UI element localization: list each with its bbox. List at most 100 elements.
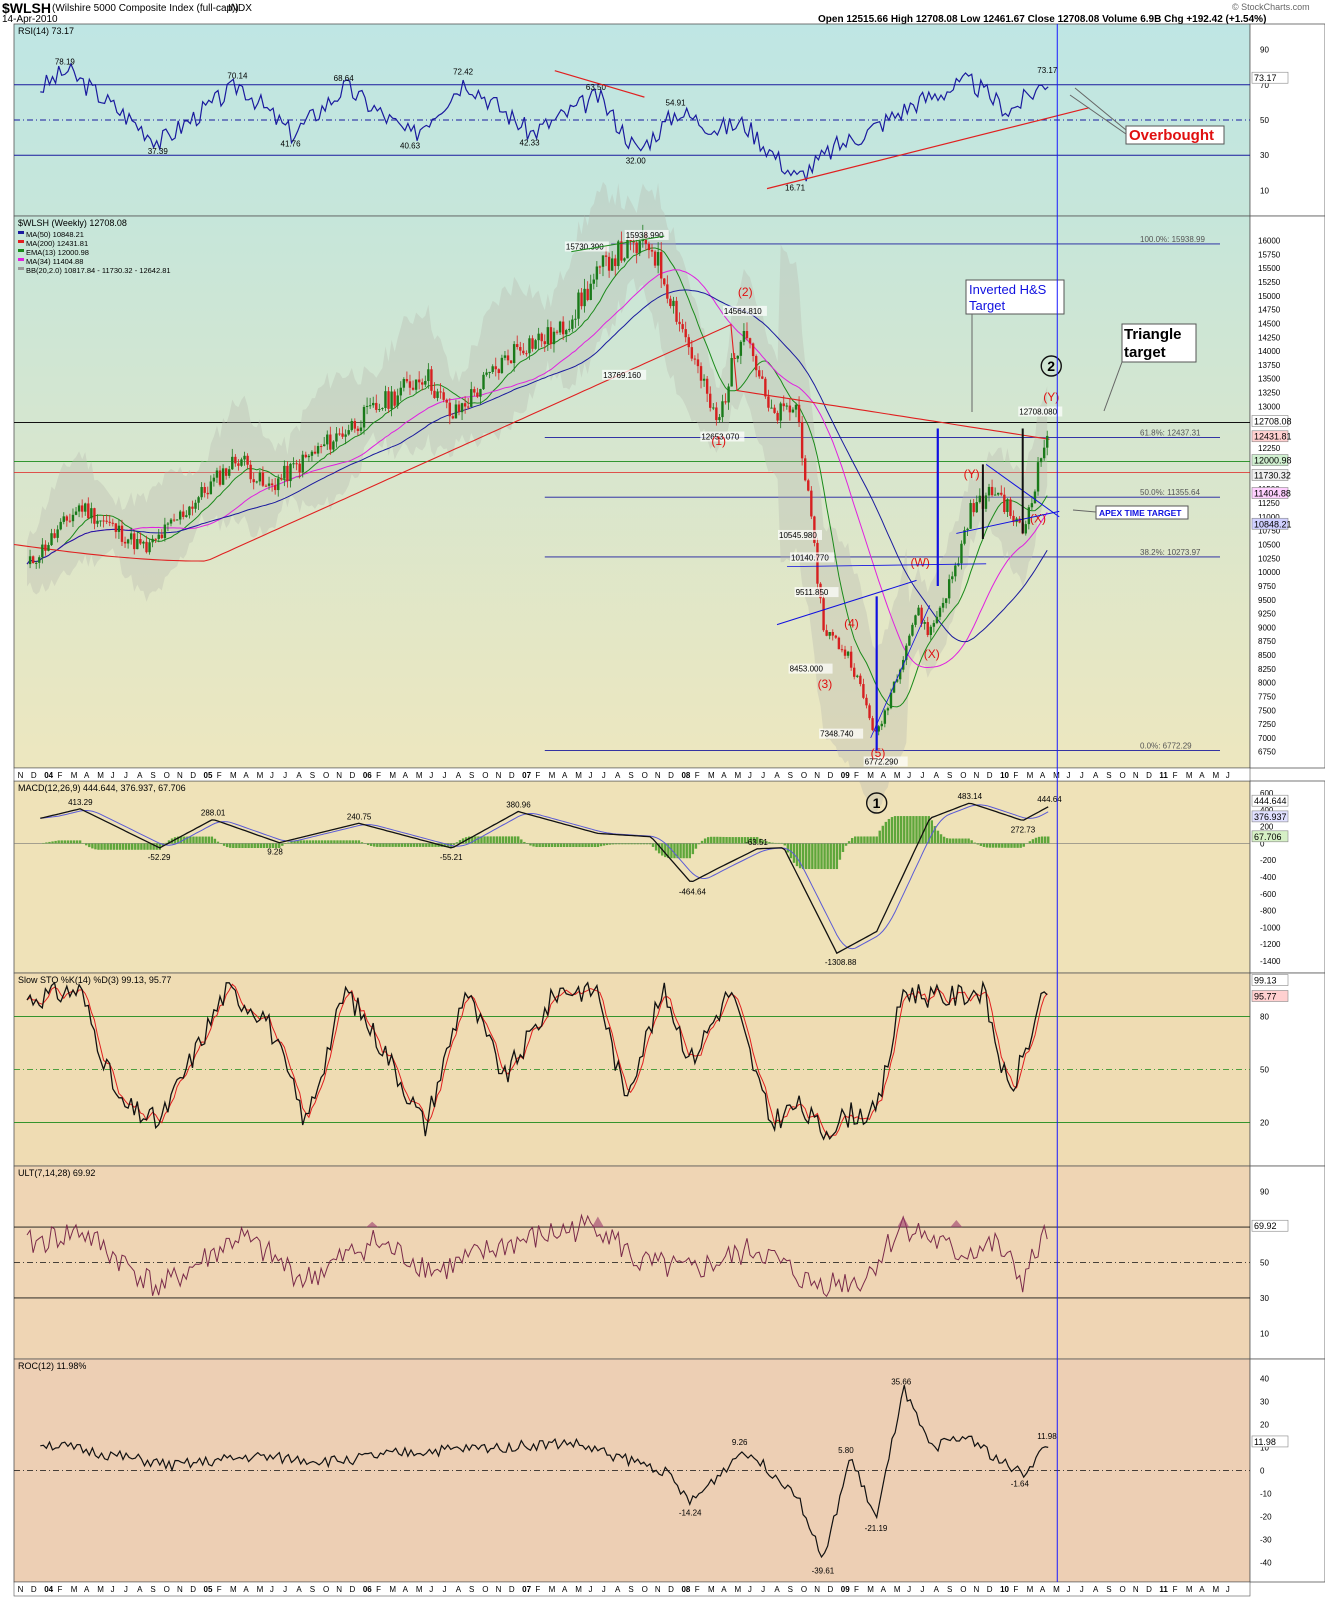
x-axis-label: O: [164, 1585, 170, 1594]
candle-body: [267, 483, 271, 486]
candle-body: [825, 630, 828, 636]
macd-bar: [213, 838, 217, 844]
candle-body: [929, 626, 933, 636]
x-axis-label: J: [111, 1585, 115, 1594]
watermark: © StockCharts.com: [1232, 2, 1310, 12]
candle-body: [503, 355, 507, 358]
candle-body: [270, 483, 274, 486]
candle-body: [519, 346, 522, 351]
macd-bar: [51, 841, 54, 844]
candle-body: [917, 607, 920, 616]
last-value-label: 11.98: [1254, 1437, 1276, 1447]
x-axis-label: J: [602, 1585, 606, 1594]
candle-body: [224, 468, 228, 476]
candle-body: [261, 472, 265, 486]
price-tick: 15000: [1258, 292, 1281, 301]
macd-bar: [415, 843, 419, 847]
x-axis-label: D: [190, 1585, 196, 1594]
candle-body: [653, 251, 657, 266]
macd-tick: -600: [1260, 890, 1277, 899]
x-axis-label: A: [934, 771, 940, 780]
candle-body: [540, 333, 543, 342]
macd-bar: [731, 837, 734, 844]
macd-point-label: -1308.88: [825, 958, 857, 967]
candle-body: [295, 463, 298, 465]
macd-bar: [875, 836, 878, 844]
macd-bar: [719, 836, 722, 844]
symbol[interactable]: $WLSH: [2, 0, 51, 16]
candle-body: [169, 519, 173, 524]
ult-overbought-area: [897, 1216, 910, 1228]
slow_sto-axis-bg: [1249, 972, 1325, 1167]
x-axis-label: A: [243, 1585, 249, 1594]
x-axis-label: M: [549, 1585, 556, 1594]
x-axis-label: J: [442, 771, 446, 780]
macd-bar: [94, 843, 97, 850]
rsi-point-label: 78.19: [55, 57, 76, 66]
roc-tick: 0: [1260, 1467, 1265, 1476]
fib-label: 50.0%: 11355.64: [1140, 488, 1200, 497]
candle-body: [690, 347, 694, 359]
macd-bar: [651, 843, 655, 847]
x-axis-label: D: [1146, 1585, 1152, 1594]
wave-label: (Y): [964, 467, 980, 481]
candle-body: [102, 520, 105, 522]
candle-body: [733, 357, 736, 359]
x-axis-label: M: [257, 771, 264, 780]
last-value-label: 99.13: [1254, 976, 1277, 986]
macd-bar: [143, 843, 146, 850]
x-axis-label: N: [336, 771, 342, 780]
candle-body: [718, 417, 721, 421]
candle-body: [476, 392, 479, 397]
last-value-label: 11730.32: [1254, 471, 1291, 481]
point-label-bg: [863, 756, 908, 767]
macd-bar: [967, 838, 970, 844]
macd-point-label: 444.64: [1037, 795, 1062, 804]
x-axis-label: M: [416, 1585, 423, 1594]
point-label: 6772.290: [865, 757, 899, 766]
macd-bar: [627, 843, 630, 845]
candle-body: [1046, 435, 1049, 448]
macd-bar: [866, 836, 869, 844]
macd-bar: [896, 816, 900, 844]
macd-bar: [137, 843, 140, 850]
x-axis-label: F: [217, 1585, 222, 1594]
macd-bar: [596, 843, 600, 848]
roc-tick: 10: [1260, 1444, 1269, 1453]
wave-label: (X): [1030, 511, 1046, 525]
macd-bar: [134, 843, 137, 850]
candle-body: [129, 533, 133, 540]
candle-body: [853, 667, 856, 677]
legend-entry: MA(200) 12431.81: [26, 239, 88, 248]
macd-bar: [229, 843, 232, 848]
candle-body: [212, 477, 216, 482]
macd-bar: [838, 843, 842, 860]
macd-bar: [210, 836, 214, 844]
x-axis-label: F: [376, 771, 381, 780]
x-axis-label: 05: [204, 1585, 213, 1594]
rsi-trendline: [554, 70, 645, 98]
macd-bar: [703, 838, 707, 844]
candle-body: [163, 524, 167, 539]
macd-bar: [400, 843, 404, 847]
x-axis-label: M: [97, 1585, 104, 1594]
point-label: 15730.390: [566, 242, 604, 251]
ult-tick: 10: [1260, 1329, 1269, 1338]
macd-bar: [755, 837, 759, 844]
triangle-target-label: Triangle: [1124, 326, 1182, 343]
legend-entry: EMA(13) 12000.98: [26, 248, 89, 257]
macd-bar: [795, 843, 799, 867]
macd-tick: -400: [1260, 873, 1277, 882]
rsi-tick: 90: [1260, 46, 1269, 55]
x-axis-label: S: [469, 1585, 474, 1594]
macd-bar: [271, 843, 275, 849]
x-axis-label: J: [602, 771, 606, 780]
x-axis-label: A: [1093, 771, 1099, 780]
macd-bar: [259, 843, 263, 849]
candle-body: [908, 635, 911, 646]
candle-body: [721, 401, 724, 418]
x-axis-label: 09: [841, 1585, 850, 1594]
triangle-target-box: [1121, 323, 1197, 363]
candle-body: [926, 622, 929, 636]
candle-body: [53, 533, 56, 538]
